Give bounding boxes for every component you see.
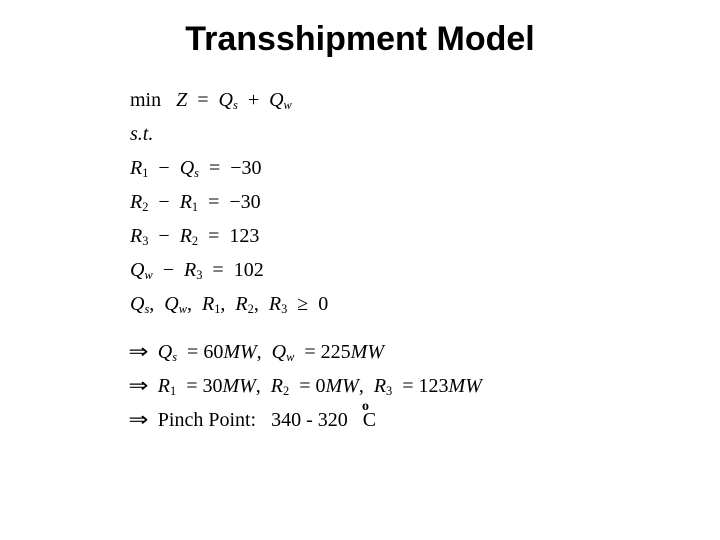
comma: , xyxy=(149,293,159,315)
r2-v3: R xyxy=(374,375,386,397)
c4-eq: = xyxy=(212,259,223,281)
c1-a: R xyxy=(130,157,142,179)
c2-a: R xyxy=(130,191,142,213)
c2-rhs: −30 xyxy=(229,191,260,213)
r1-v2: Q xyxy=(272,341,286,363)
r2-val3: 123 xyxy=(419,375,449,397)
comma: , xyxy=(254,293,264,315)
imply-icon: ⇒ xyxy=(128,369,148,403)
subject-to-line: s.t. xyxy=(130,117,720,151)
nn-v1: Q xyxy=(130,293,144,315)
r2-s1: 1 xyxy=(170,384,176,398)
imply-icon: ⇒ xyxy=(128,403,148,437)
var-Z: Z xyxy=(176,89,187,111)
c1-b: Q xyxy=(180,157,194,179)
r2-val2: 0 xyxy=(316,375,326,397)
c4-b: R xyxy=(184,259,196,281)
pinch-unit: oC xyxy=(363,403,376,437)
c2-asub: 2 xyxy=(142,200,148,214)
r2-v2: R xyxy=(271,375,283,397)
nn-s2: w xyxy=(179,302,187,316)
comma: , xyxy=(220,293,230,315)
constraint-4: Qw − R3 = 102 xyxy=(130,253,720,287)
c1-op: − xyxy=(158,157,169,179)
pinch-label: Pinch Point: xyxy=(158,409,256,431)
r1-v1: Q xyxy=(158,341,172,363)
model-block: min Z = Qs + Qw s.t. R1 − Qs = −30 R2 − … xyxy=(130,83,720,437)
c3-asub: 3 xyxy=(142,234,148,248)
spacer xyxy=(130,321,720,335)
r1-val2: 225 xyxy=(321,341,351,363)
nonneg-line: Qs, Qw, R1, R2, R3 ≥ 0 xyxy=(130,287,720,321)
subject-to-label: s.t. xyxy=(130,123,153,145)
c2-op: − xyxy=(158,191,169,213)
r2-u1: MW xyxy=(222,375,255,397)
c4-rhs: 102 xyxy=(234,259,264,281)
objective-line: min Z = Qs + Qw xyxy=(130,83,720,117)
c1-eq: = xyxy=(209,157,220,179)
result-line-2: ⇒ R1 = 30MW, R2 = 0MW, R3 = 123MW xyxy=(130,369,720,403)
nn-v2: Q xyxy=(164,293,178,315)
eq-sign: = xyxy=(197,89,208,111)
nn-v5: R xyxy=(269,293,281,315)
degree-icon: o xyxy=(362,395,369,419)
pinch-line: ⇒ Pinch Point: 340 - 320 oC xyxy=(130,403,720,437)
c1-bsub: s xyxy=(194,166,199,180)
var-Qw: Q xyxy=(269,89,283,111)
c1-rhs: −30 xyxy=(230,157,261,179)
plus-sign: + xyxy=(248,89,259,111)
comma: , xyxy=(257,341,267,363)
c3-eq: = xyxy=(208,225,219,247)
constraint-1: R1 − Qs = −30 xyxy=(130,151,720,185)
c3-a: R xyxy=(130,225,142,247)
constraint-2: R2 − R1 = −30 xyxy=(130,185,720,219)
r1-s1: s xyxy=(172,350,177,364)
page-title: Transshipment Model xyxy=(0,20,720,59)
imply-icon: ⇒ xyxy=(128,335,148,369)
constraint-3: R3 − R2 = 123 xyxy=(130,219,720,253)
r2-u2: MW xyxy=(326,375,359,397)
r1-u1: MW xyxy=(223,341,256,363)
nn-v3: R xyxy=(202,293,214,315)
comma: , xyxy=(359,375,369,397)
r1-val1: 60 xyxy=(203,341,223,363)
r2-val1: 30 xyxy=(202,375,222,397)
c2-bsub: 1 xyxy=(192,200,198,214)
slide: Transshipment Model min Z = Qs + Qw s.t.… xyxy=(0,0,720,540)
min-label: min xyxy=(130,89,161,111)
r2-v1: R xyxy=(158,375,170,397)
c3-rhs: 123 xyxy=(229,225,259,247)
c4-bsub: 3 xyxy=(196,268,202,282)
c1-asub: 1 xyxy=(142,166,148,180)
r1-s2: w xyxy=(286,350,294,364)
c2-eq: = xyxy=(208,191,219,213)
sub-w: w xyxy=(284,98,292,112)
c2-b: R xyxy=(180,191,192,213)
sub-s: s xyxy=(233,98,238,112)
nn-v4: R xyxy=(235,293,247,315)
comma: , xyxy=(256,375,266,397)
c3-bsub: 2 xyxy=(192,234,198,248)
c3-op: − xyxy=(158,225,169,247)
r1-u2: MW xyxy=(351,341,384,363)
r2-s3: 3 xyxy=(386,384,392,398)
pinch-range: 340 - 320 xyxy=(271,409,348,431)
nn-zero: 0 xyxy=(318,293,328,315)
c3-b: R xyxy=(180,225,192,247)
comma: , xyxy=(187,293,197,315)
nn-s5: 3 xyxy=(281,302,287,316)
nn-rel: ≥ xyxy=(297,293,308,315)
var-Qs: Q xyxy=(219,89,233,111)
r2-u3: MW xyxy=(449,375,482,397)
result-line-1: ⇒ Qs = 60MW, Qw = 225MW xyxy=(130,335,720,369)
c4-op: − xyxy=(163,259,174,281)
c4-a: Q xyxy=(130,259,144,281)
r2-s2: 2 xyxy=(283,384,289,398)
c4-asub: w xyxy=(144,268,152,282)
